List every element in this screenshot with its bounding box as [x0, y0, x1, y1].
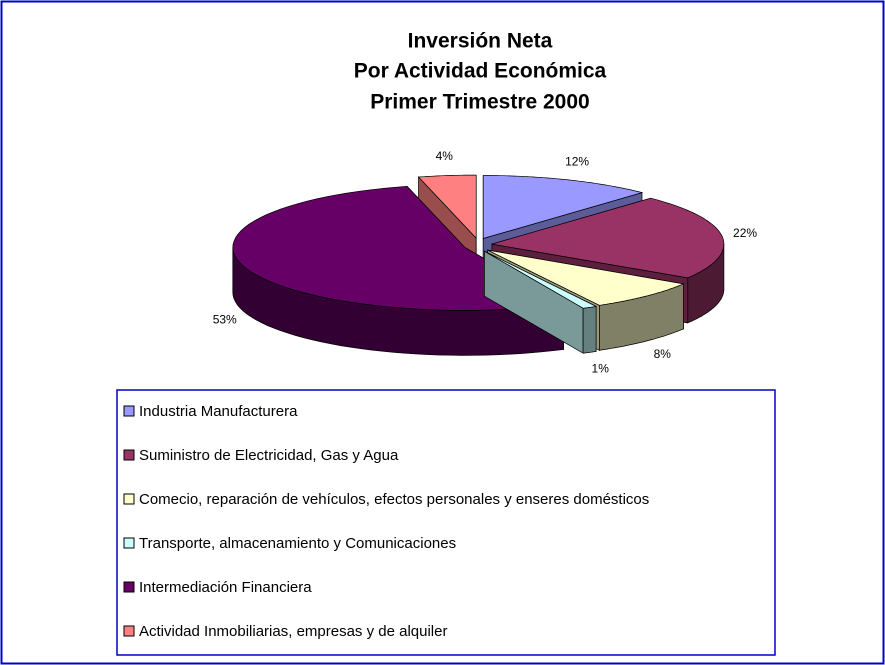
- legend-swatch: [123, 581, 135, 593]
- legend-box: [116, 389, 776, 656]
- slice-side: [582, 305, 597, 354]
- data-label: 1%: [592, 361, 610, 375]
- legend-label: Intermediación Financiera: [139, 579, 312, 596]
- slice: [232, 186, 565, 311]
- data-label: 4%: [436, 149, 454, 163]
- chart-title: Inversión Neta: [408, 30, 553, 53]
- legend-label: Comecio, reparación de vehículos, efecto…: [139, 491, 649, 508]
- legend-label: Actividad Inmobiliarias, empresas y de a…: [139, 623, 447, 640]
- chart-title: Por Actividad Económica: [354, 60, 607, 83]
- legend-label: Suministro de Electricidad, Gas y Agua: [139, 447, 399, 464]
- legend-label: Transporte, almacenamiento y Comunicacio…: [139, 535, 456, 552]
- legend-swatch: [123, 493, 135, 505]
- slice: [482, 175, 644, 239]
- data-label: 53%: [213, 312, 237, 326]
- slice: [491, 197, 725, 279]
- legend-swatch: [123, 537, 135, 549]
- data-label: 22%: [733, 226, 757, 240]
- slice: [487, 249, 685, 306]
- data-label: 12%: [565, 155, 589, 169]
- legend-label: Industria Manufacturera: [139, 403, 298, 420]
- data-label: 8%: [654, 347, 672, 361]
- legend-swatch: [123, 625, 135, 637]
- slice: [417, 174, 477, 239]
- legend-swatch: [123, 405, 135, 417]
- chart-title: Primer Trimestre 2000: [370, 91, 589, 114]
- legend-swatch: [123, 449, 135, 461]
- slice: [484, 250, 597, 309]
